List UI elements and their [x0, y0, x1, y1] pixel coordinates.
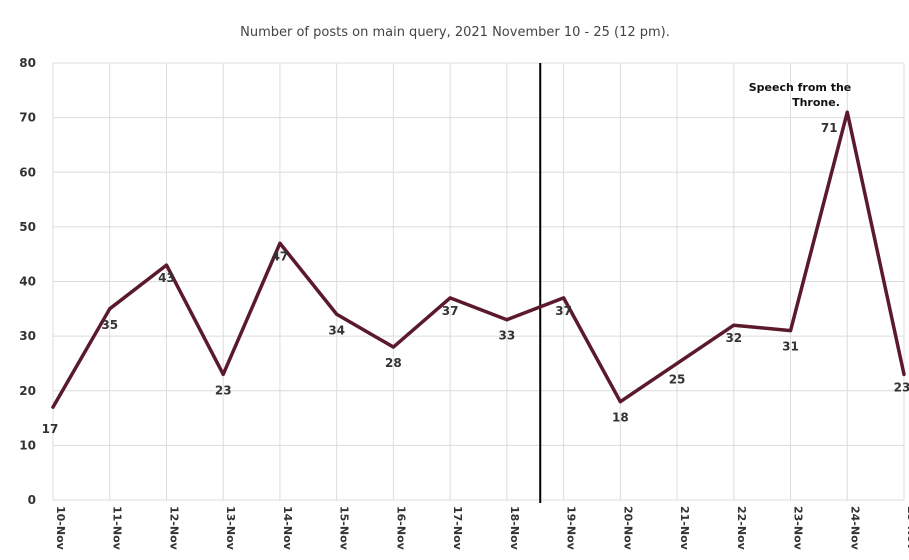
x-tick-label: 14-Nov [281, 506, 294, 551]
x-tick-label: 19-Nov [565, 506, 578, 551]
y-axis-ticks: 0 10 20 30 40 50 60 70 80 [19, 56, 36, 507]
data-label: 71 [821, 121, 838, 135]
annotation-line-2: Throne. [792, 96, 840, 109]
x-tick-label: 13-Nov [224, 506, 237, 551]
x-tick-label: 17-Nov [451, 506, 464, 551]
x-tick-label: 24-Nov [848, 506, 861, 551]
y-tick-label: 80 [19, 56, 36, 70]
data-point [448, 296, 452, 300]
x-tick-label: 11-Nov [111, 506, 124, 551]
y-tick-label: 30 [19, 329, 36, 343]
y-tick-label: 10 [19, 438, 36, 452]
data-point [335, 312, 339, 316]
data-label: 32 [725, 331, 742, 345]
x-tick-label: 25-Nov [905, 506, 909, 551]
data-point [902, 372, 906, 376]
data-point [221, 372, 225, 376]
data-label: 34 [328, 323, 345, 337]
annotation-layer: Speech from the Throne. [749, 81, 852, 109]
x-tick-label: 15-Nov [338, 506, 351, 551]
x-tick-label: 22-Nov [735, 506, 748, 551]
data-point [278, 241, 282, 245]
data-point [618, 400, 622, 404]
data-label: 17 [42, 422, 59, 436]
y-tick-label: 40 [19, 275, 36, 289]
data-label: 47 [272, 249, 289, 263]
data-label: 23 [215, 383, 232, 397]
x-tick-label: 12-Nov [167, 506, 180, 551]
x-tick-label: 18-Nov [508, 506, 521, 551]
y-tick-label: 70 [19, 111, 36, 125]
data-labels: 17 35 43 23 47 34 28 37 33 37 18 25 32 31 71 23 [42, 121, 909, 436]
data-point [164, 263, 168, 267]
chart-title: Number of posts on main query, 2021 Nove… [240, 25, 670, 40]
data-label: 37 [442, 304, 459, 318]
data-point [789, 329, 793, 333]
data-label: 25 [669, 372, 686, 386]
y-tick-label: 0 [28, 493, 36, 507]
grid-layer [52, 62, 905, 501]
data-label: 18 [612, 411, 629, 425]
y-tick-label: 60 [19, 165, 36, 179]
x-tick-label: 20-Nov [621, 506, 634, 551]
data-point [391, 345, 395, 349]
data-point [108, 307, 112, 311]
series-layer [51, 110, 906, 409]
data-label: 23 [894, 380, 909, 394]
data-label: 37 [555, 304, 572, 318]
x-tick-label: 23-Nov [792, 506, 805, 551]
annotation-line-1: Speech from the [749, 81, 852, 94]
data-label: 31 [782, 340, 799, 354]
data-point [845, 110, 849, 114]
x-tick-label: 21-Nov [678, 506, 691, 551]
x-tick-label: 10-Nov [54, 506, 67, 551]
data-point [675, 361, 679, 365]
data-point [51, 405, 55, 409]
data-point [505, 318, 509, 322]
series-line [51, 110, 906, 409]
x-tick-label: 16-Nov [394, 506, 407, 551]
data-point [732, 323, 736, 327]
data-label: 35 [101, 318, 118, 332]
data-point [562, 296, 566, 300]
data-label: 43 [158, 271, 175, 285]
y-tick-label: 50 [19, 220, 36, 234]
data-label: 28 [385, 356, 402, 370]
data-label: 33 [499, 329, 516, 343]
x-axis-ticks: 10-Nov 11-Nov 12-Nov 13-Nov 14-Nov 15-Nov 16-N… [54, 506, 909, 551]
y-tick-label: 20 [19, 384, 36, 398]
